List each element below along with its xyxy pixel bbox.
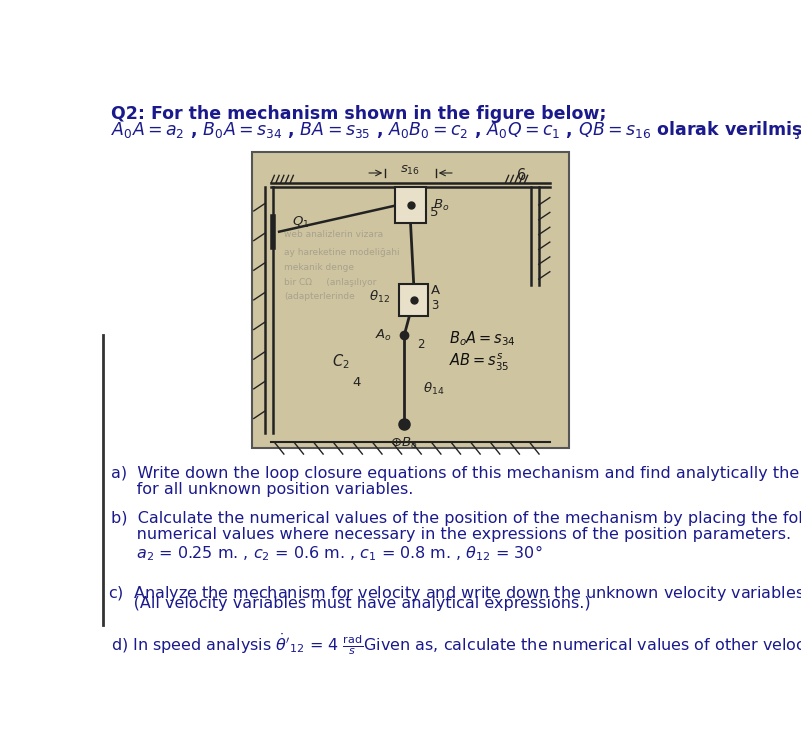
Text: $\theta_{12}$: $\theta_{12}$ (369, 289, 390, 305)
Text: ay hareketine modeliğahi: ay hareketine modeliğahi (284, 248, 400, 257)
Text: web analizlerin vizara: web analizlerin vizara (284, 230, 383, 239)
Text: numerical values where necessary in the expressions of the position parameters.: numerical values where necessary in the … (111, 528, 791, 542)
Text: b)  Calculate the numerical values of the position of the mechanism by placing t: b) Calculate the numerical values of the… (111, 511, 801, 526)
Text: $\theta_{14}$: $\theta_{14}$ (423, 381, 445, 397)
Text: 2: 2 (417, 338, 425, 351)
Text: bir CΩ     (anlaşılıyor: bir CΩ (anlaşılıyor (284, 278, 376, 287)
Text: a)  Write down the loop closure equations of this mechanism and find analyticall: a) Write down the loop closure equations… (111, 466, 801, 481)
Text: for all unknown position variables.: for all unknown position variables. (111, 482, 413, 497)
Text: $A_0A=a_2$ , $B_0A=s_{34}$ , $BA=s_{35}$ , $A_0B_0=c_2$ , $A_0Q=c_1$ , $QB=s_{16: $A_0A=a_2$ , $B_0A=s_{34}$ , $BA=s_{35}$… (111, 119, 801, 140)
Text: $B_o$: $B_o$ (433, 198, 449, 213)
Text: 6: 6 (517, 168, 526, 183)
Text: $AB=s^s_{35}$: $AB=s^s_{35}$ (449, 352, 509, 373)
Text: $B_oA=s_{34}$: $B_oA=s_{34}$ (449, 329, 515, 348)
Text: $a_2$ = 0.25 m. , $c_2$ = 0.6 m. , $c_1$ = 0.8 m. , $\theta_{12}$ = 30°: $a_2$ = 0.25 m. , $c_2$ = 0.6 m. , $c_1$… (111, 544, 543, 563)
Text: d) In speed analysis $\dot{\theta}'_{12}$ = 4 $\frac{\mathrm{rad}}{s}$Given as, : d) In speed analysis $\dot{\theta}'_{12}… (111, 632, 801, 657)
Text: c)  Analyze the mechanism for velocity and write down the unknown velocity varia: c) Analyze the mechanism for velocity an… (108, 580, 801, 603)
Bar (395, 187, 426, 223)
Text: A: A (431, 285, 441, 297)
Text: $s_{16}$: $s_{16}$ (400, 165, 421, 177)
Text: 4: 4 (352, 377, 361, 390)
Text: $A_o$: $A_o$ (375, 328, 392, 343)
Bar (400, 284, 428, 316)
Text: (adapterlerinde: (adapterlerinde (284, 292, 355, 301)
Text: Q2: For the mechanism shown in the figure below;: Q2: For the mechanism shown in the figur… (111, 105, 607, 123)
Text: $\oplus B_o$: $\oplus B_o$ (390, 436, 418, 451)
Text: $C_2$: $C_2$ (332, 353, 350, 371)
Text: (All velocity variables must have analytical expressions.): (All velocity variables must have analyt… (108, 596, 591, 611)
Text: mekanik denge: mekanik denge (284, 263, 354, 272)
Text: 3: 3 (431, 299, 438, 313)
Bar (252, 152, 569, 448)
Text: $Q_1$: $Q_1$ (292, 215, 309, 230)
Text: 5: 5 (429, 205, 438, 219)
